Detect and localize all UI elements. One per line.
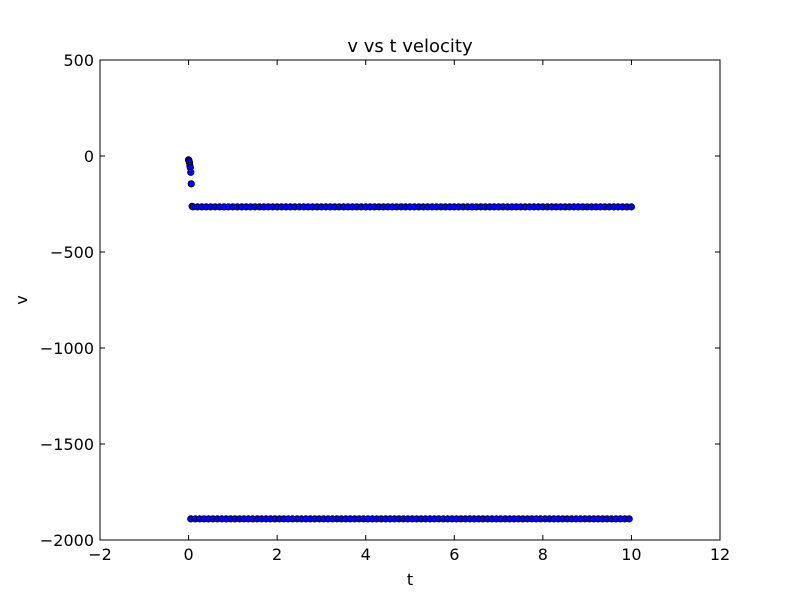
y-axis-label: v	[12, 295, 31, 304]
chart-title: v vs t velocity	[347, 36, 473, 57]
x-tick-label: 0	[183, 545, 193, 564]
scatter-point	[627, 203, 636, 211]
y-tick-label: 0	[84, 147, 94, 166]
x-tick-label: −2	[88, 545, 112, 564]
x-axis-label: t	[407, 570, 413, 589]
y-axis-ticks: 500 0 −500 −1000 −1500 −2000	[40, 51, 720, 550]
data-points	[184, 156, 636, 523]
y-tick-label: −1500	[40, 435, 94, 454]
x-axis-ticks: −2 0 2 4 6 8 10 12	[88, 60, 730, 564]
y-tick-label: −2000	[40, 531, 94, 550]
scatter-point	[625, 515, 633, 523]
scatter-point	[187, 180, 195, 188]
x-tick-label: 6	[449, 545, 459, 564]
plot-frame	[99, 59, 721, 541]
y-tick-label: −1000	[40, 339, 94, 358]
y-tick-label: −500	[50, 243, 94, 262]
x-tick-label: 8	[538, 545, 548, 564]
scatter-point	[187, 168, 195, 176]
x-tick-label: 12	[710, 545, 730, 564]
x-tick-label: 4	[361, 545, 371, 564]
x-tick-label: 2	[272, 545, 282, 564]
x-tick-label: 10	[621, 545, 641, 564]
y-tick-label: 500	[63, 51, 94, 70]
